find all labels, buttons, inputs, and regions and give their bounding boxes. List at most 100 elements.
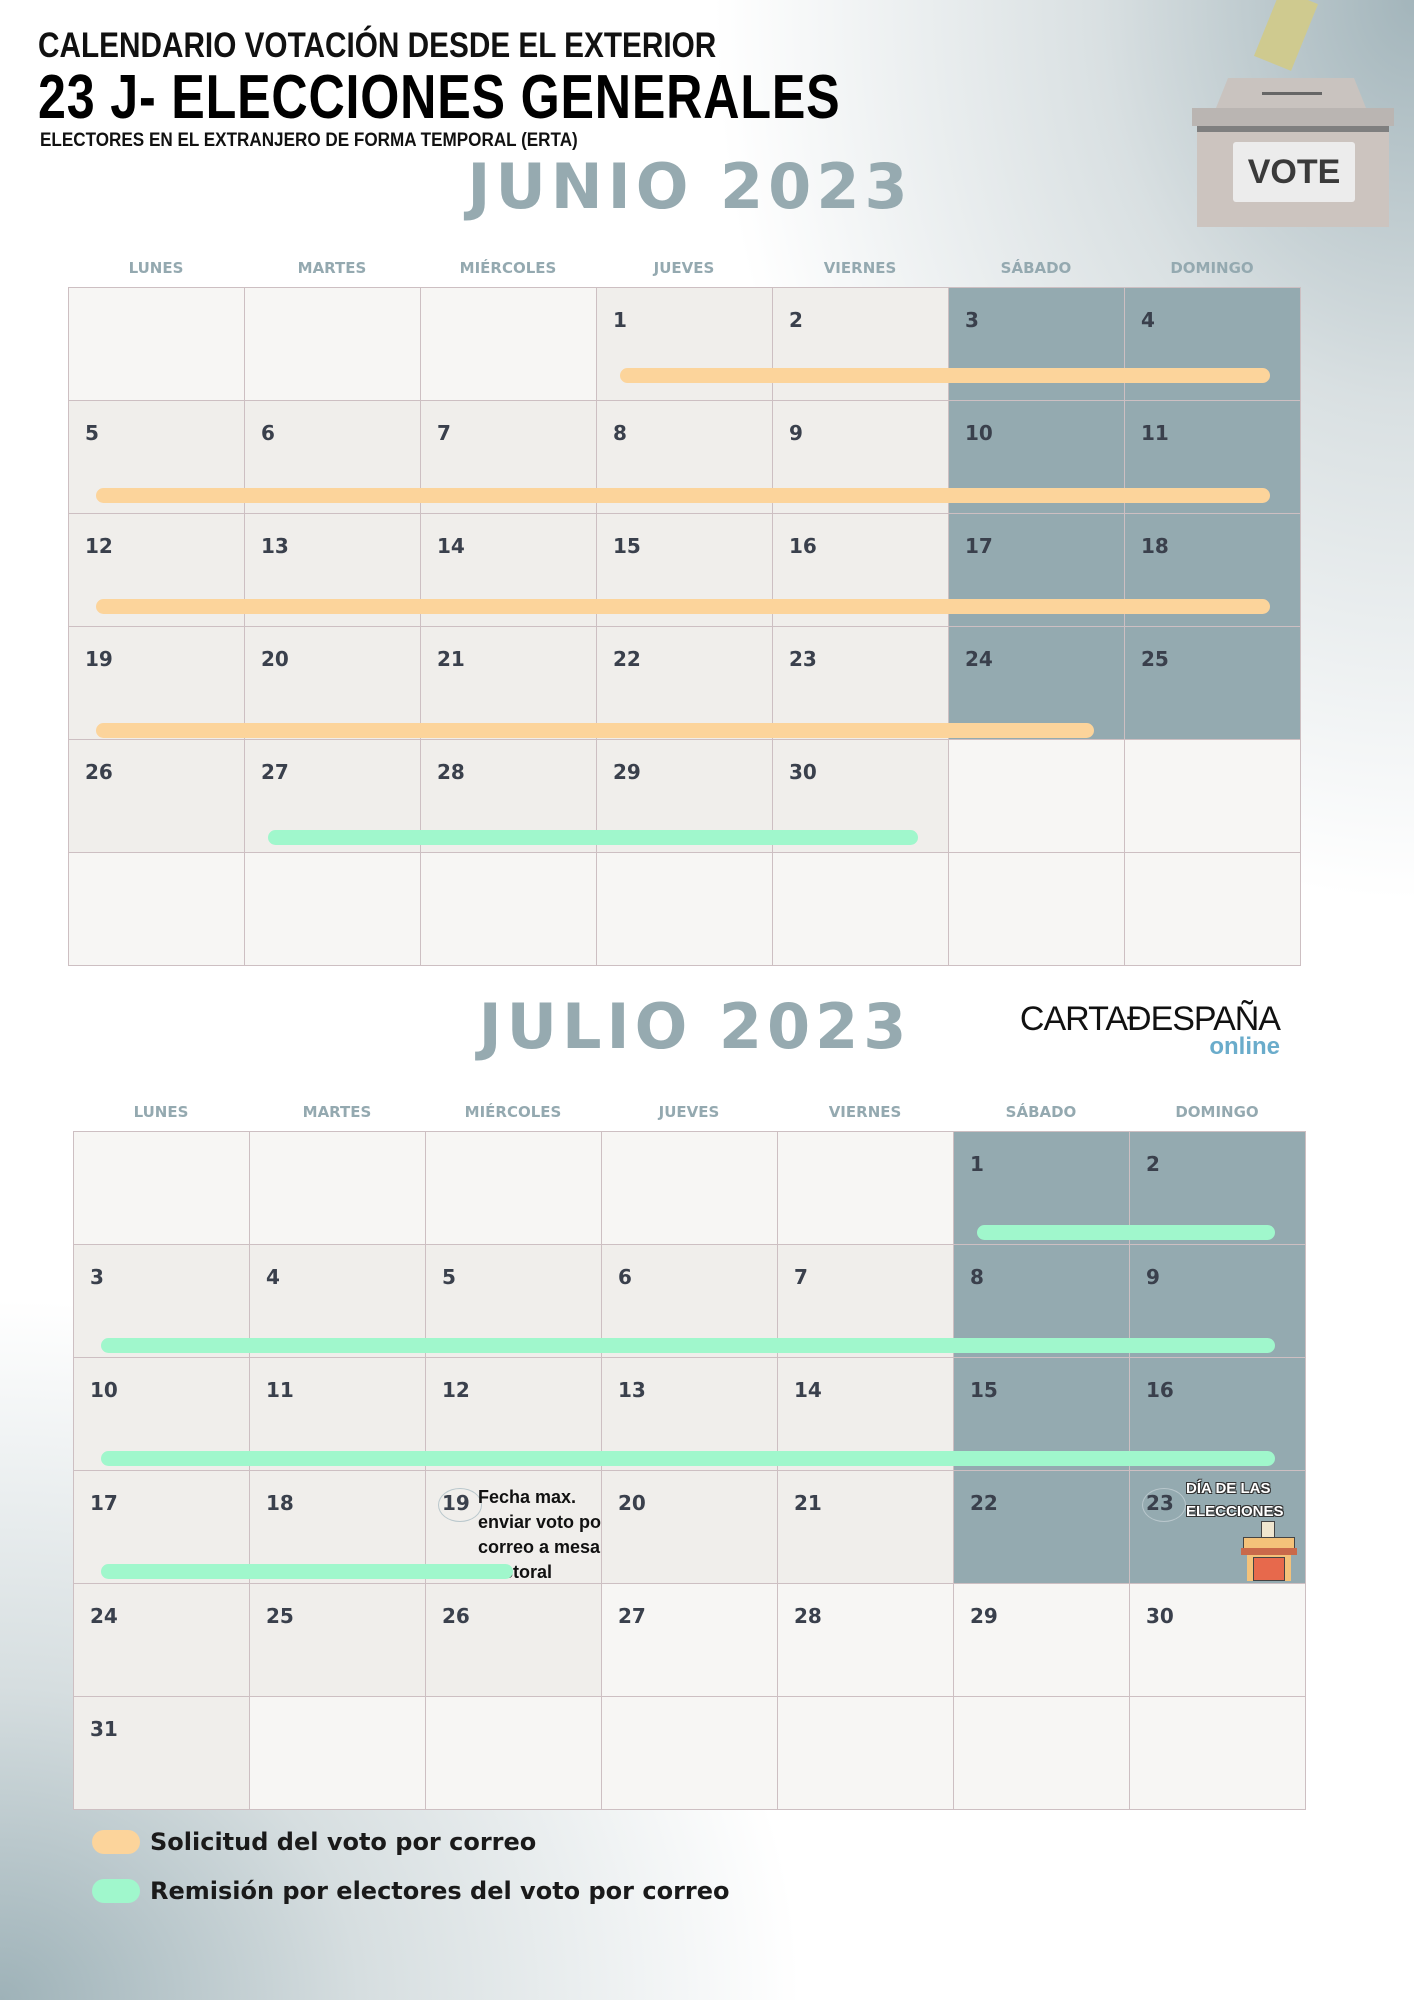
day-number: 8	[970, 1265, 984, 1289]
weekday-header: SÁBADO	[1005, 1103, 1077, 1121]
empty-cell	[73, 1131, 250, 1245]
day-number: 5	[442, 1265, 456, 1289]
day-number: 2	[789, 308, 803, 332]
day-number: 16	[789, 534, 817, 558]
election-day-label: DÍA DE LAS	[1186, 1480, 1271, 1497]
day-number: 10	[965, 421, 993, 445]
empty-cell	[601, 1696, 778, 1810]
day-cell[interactable]: 26	[425, 1583, 602, 1697]
day-number: 27	[261, 760, 289, 784]
ballot-podium-icon	[1239, 1521, 1297, 1581]
day-cell[interactable]: 19 Fecha max. enviar voto por correo a mesa…	[425, 1470, 608, 1584]
day-cell[interactable]: 29	[953, 1583, 1130, 1697]
day-cell[interactable]: 25	[249, 1583, 426, 1697]
day-cell[interactable]: 26	[68, 739, 245, 853]
day-number: 31	[90, 1717, 118, 1741]
day-number: 12	[442, 1378, 470, 1402]
day-number: 14	[437, 534, 465, 558]
legend-swatch-green	[92, 1879, 140, 1903]
day-number: 16	[1146, 1378, 1174, 1402]
day-number: 21	[437, 647, 465, 671]
empty-cell	[1124, 852, 1301, 966]
day-cell[interactable]: 2	[772, 287, 949, 401]
day-number: 19	[438, 1488, 482, 1522]
day-number: 3	[965, 308, 979, 332]
day-cell[interactable]: 4	[1124, 287, 1301, 401]
weekday-header: VIERNES	[828, 1103, 902, 1121]
weekday-header: JUEVES	[653, 259, 715, 277]
weekday-header: LUNES	[128, 259, 184, 277]
day-cell[interactable]: 20	[601, 1470, 778, 1584]
day-number: 10	[90, 1378, 118, 1402]
day-cell[interactable]: 21	[420, 626, 597, 740]
day-cell[interactable]: 31	[73, 1696, 250, 1810]
day-cell[interactable]: 30	[1129, 1583, 1306, 1697]
day-cell[interactable]: 27	[601, 1583, 778, 1697]
empty-cell	[425, 1696, 602, 1810]
bar-remision	[101, 1451, 1275, 1466]
day-number: 20	[618, 1491, 646, 1515]
day-number: 24	[90, 1604, 118, 1628]
day-cell[interactable]: 24	[948, 626, 1125, 740]
ballot-paper	[1253, 0, 1319, 71]
weekday-header: JUEVES	[658, 1103, 720, 1121]
day-number: 24	[965, 647, 993, 671]
deadline-note: enviar voto por	[478, 1512, 609, 1532]
day-number: 23	[1142, 1488, 1186, 1522]
day-cell[interactable]: 23	[772, 626, 949, 740]
weekday-header: DOMINGO	[1170, 259, 1254, 277]
empty-cell	[948, 852, 1125, 966]
weekday-header: MIÉRCOLES	[464, 1103, 562, 1121]
day-number: 1	[613, 308, 627, 332]
day-number: 7	[794, 1265, 808, 1289]
legend-swatch-orange	[92, 1830, 140, 1854]
day-number: 6	[261, 421, 275, 445]
month-title: JUNIO 2023	[467, 150, 913, 223]
day-cell[interactable]: 24	[73, 1583, 250, 1697]
day-number: 17	[965, 534, 993, 558]
day-number: 23	[789, 647, 817, 671]
empty-cell	[953, 1696, 1130, 1810]
day-number: 11	[266, 1378, 294, 1402]
day-number: 22	[613, 647, 641, 671]
weekday-header: MARTES	[297, 259, 367, 277]
vote-label: VOTE	[1233, 142, 1355, 202]
empty-cell	[596, 852, 773, 966]
day-cell[interactable]: 21	[777, 1470, 954, 1584]
day-cell[interactable]: 25	[1124, 626, 1301, 740]
bar-solicitud	[96, 599, 1270, 614]
day-cell[interactable]: 22	[953, 1470, 1130, 1584]
day-cell[interactable]: 23 DÍA DE LAS ELECCIONES	[1129, 1470, 1306, 1584]
empty-cell	[68, 852, 245, 966]
bar-remision	[101, 1564, 513, 1579]
deadline-note: Fecha max.	[478, 1487, 577, 1507]
day-cell[interactable]: 19	[68, 626, 245, 740]
day-number: 21	[794, 1491, 822, 1515]
day-number: 29	[613, 760, 641, 784]
day-cell[interactable]: 1	[596, 287, 773, 401]
day-cell[interactable]: 28	[777, 1583, 954, 1697]
day-number: 20	[261, 647, 289, 671]
weekday-header: VIERNES	[823, 259, 897, 277]
empty-cell	[425, 1131, 602, 1245]
election-day-label: ELECCIONES	[1186, 1503, 1284, 1520]
day-number: 15	[970, 1378, 998, 1402]
day-number: 29	[970, 1604, 998, 1628]
day-cell[interactable]: 22	[596, 626, 773, 740]
legend-label: Remisión por electores del voto por corr…	[150, 1877, 730, 1905]
day-number: 3	[90, 1265, 104, 1289]
day-number: 30	[1146, 1604, 1174, 1628]
day-number: 4	[266, 1265, 280, 1289]
date-highlight-circle	[438, 1488, 482, 1522]
day-number: 13	[261, 534, 289, 558]
ballot-box-icon: VOTE	[1190, 0, 1400, 230]
empty-cell	[420, 852, 597, 966]
weekday-header: SÁBADO	[1000, 259, 1072, 277]
empty-cell	[1129, 1696, 1306, 1810]
empty-cell	[777, 1696, 954, 1810]
empty-cell	[772, 852, 949, 966]
day-number: 28	[437, 760, 465, 784]
legend-item-remision: Remisión por electores del voto por corr…	[92, 1877, 730, 1905]
day-cell[interactable]: 3	[948, 287, 1125, 401]
day-number: 14	[794, 1378, 822, 1402]
